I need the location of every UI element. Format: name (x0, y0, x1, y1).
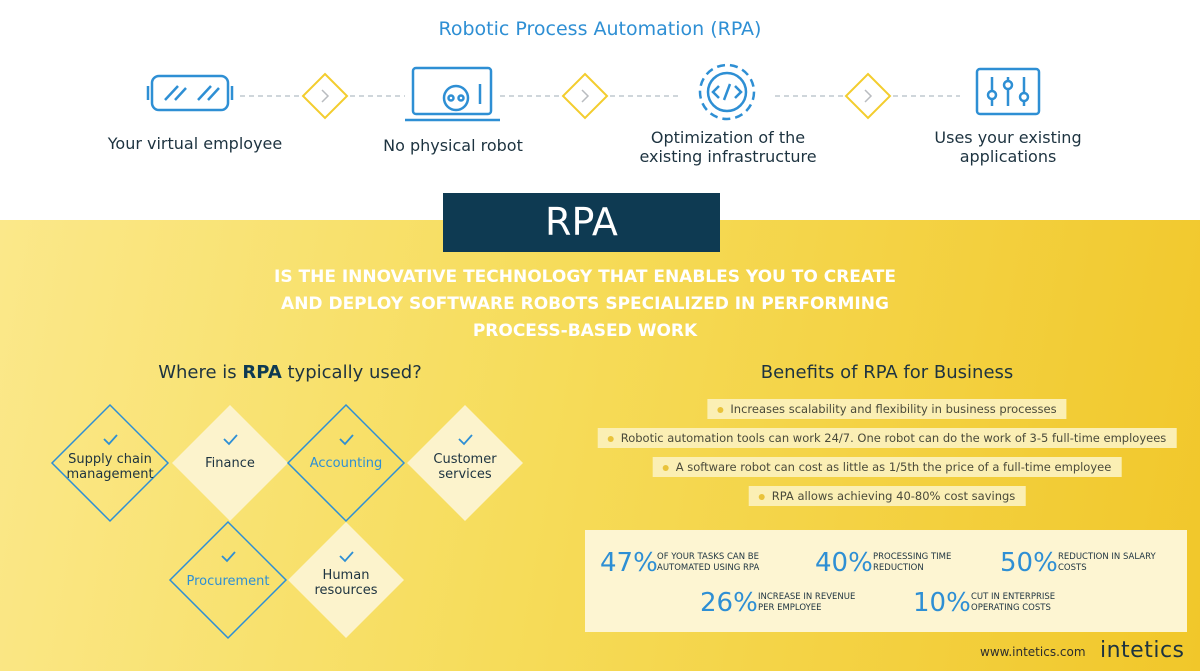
usage-item: Supply chain management (66, 452, 154, 482)
benefit-item: Increases scalability and flexibility in… (707, 399, 1067, 419)
feature-label: Your virtual employee (107, 134, 283, 153)
stats-box (585, 530, 1187, 632)
stat-text: OF YOUR TASKS CAN BE AUTOMATED USING RPA (657, 552, 760, 573)
benefits-title: Benefits of RPA for Business (760, 362, 1014, 383)
banner-tagline: IS THE INNOVATIVE TECHNOLOGY THAT ENABLE… (274, 267, 896, 341)
stat-text: REDUCTION IN SALARY COSTS (1058, 552, 1156, 573)
usage-item: Procurement (186, 574, 270, 589)
stat-text: PROCESSING TIME REDUCTION (873, 552, 952, 573)
title-part: typically used? (287, 362, 422, 383)
feature-label: No physical robot (383, 136, 523, 155)
stat-text: CUT IN ENTERPRISE OPERATING COSTS (971, 592, 1056, 613)
footer-url[interactable]: www.intetics.com (980, 645, 1086, 659)
stat-text: INCREASE IN REVENUE PER EMPLOYEE (758, 592, 856, 613)
usage-item: Customer services (433, 452, 497, 482)
title-emphasis: RPA (242, 362, 282, 383)
usage-item: Finance (205, 456, 255, 471)
stat-value: 47% (600, 548, 658, 578)
feature-label: Uses your existing applications (934, 128, 1082, 166)
benefit-item: A software robot can cost as little as 1… (652, 457, 1122, 477)
stat-value: 10% (913, 588, 971, 618)
benefit-item: Robotic automation tools can work 24/7. … (597, 428, 1177, 448)
usage-item: Human resources (314, 568, 378, 598)
banner-title: RPA (443, 193, 720, 252)
feature-icons (146, 63, 1041, 122)
usage-title: Where is RPA typically used? (100, 362, 480, 383)
stat-value: 40% (815, 548, 873, 578)
title-part: Where is (158, 362, 237, 383)
usage-diamonds (50, 403, 523, 640)
footer-brand: intetics (1100, 638, 1185, 663)
stat-value: 26% (700, 588, 758, 618)
usage-item: Accounting (309, 456, 383, 471)
header-title: Robotic Process Automation (RPA) (438, 18, 762, 40)
feature-label: Optimization of the existing infrastruct… (639, 128, 817, 166)
benefit-item: RPA allows achieving 40-80% cost savings (748, 486, 1026, 506)
stat-value: 50% (1000, 548, 1058, 578)
